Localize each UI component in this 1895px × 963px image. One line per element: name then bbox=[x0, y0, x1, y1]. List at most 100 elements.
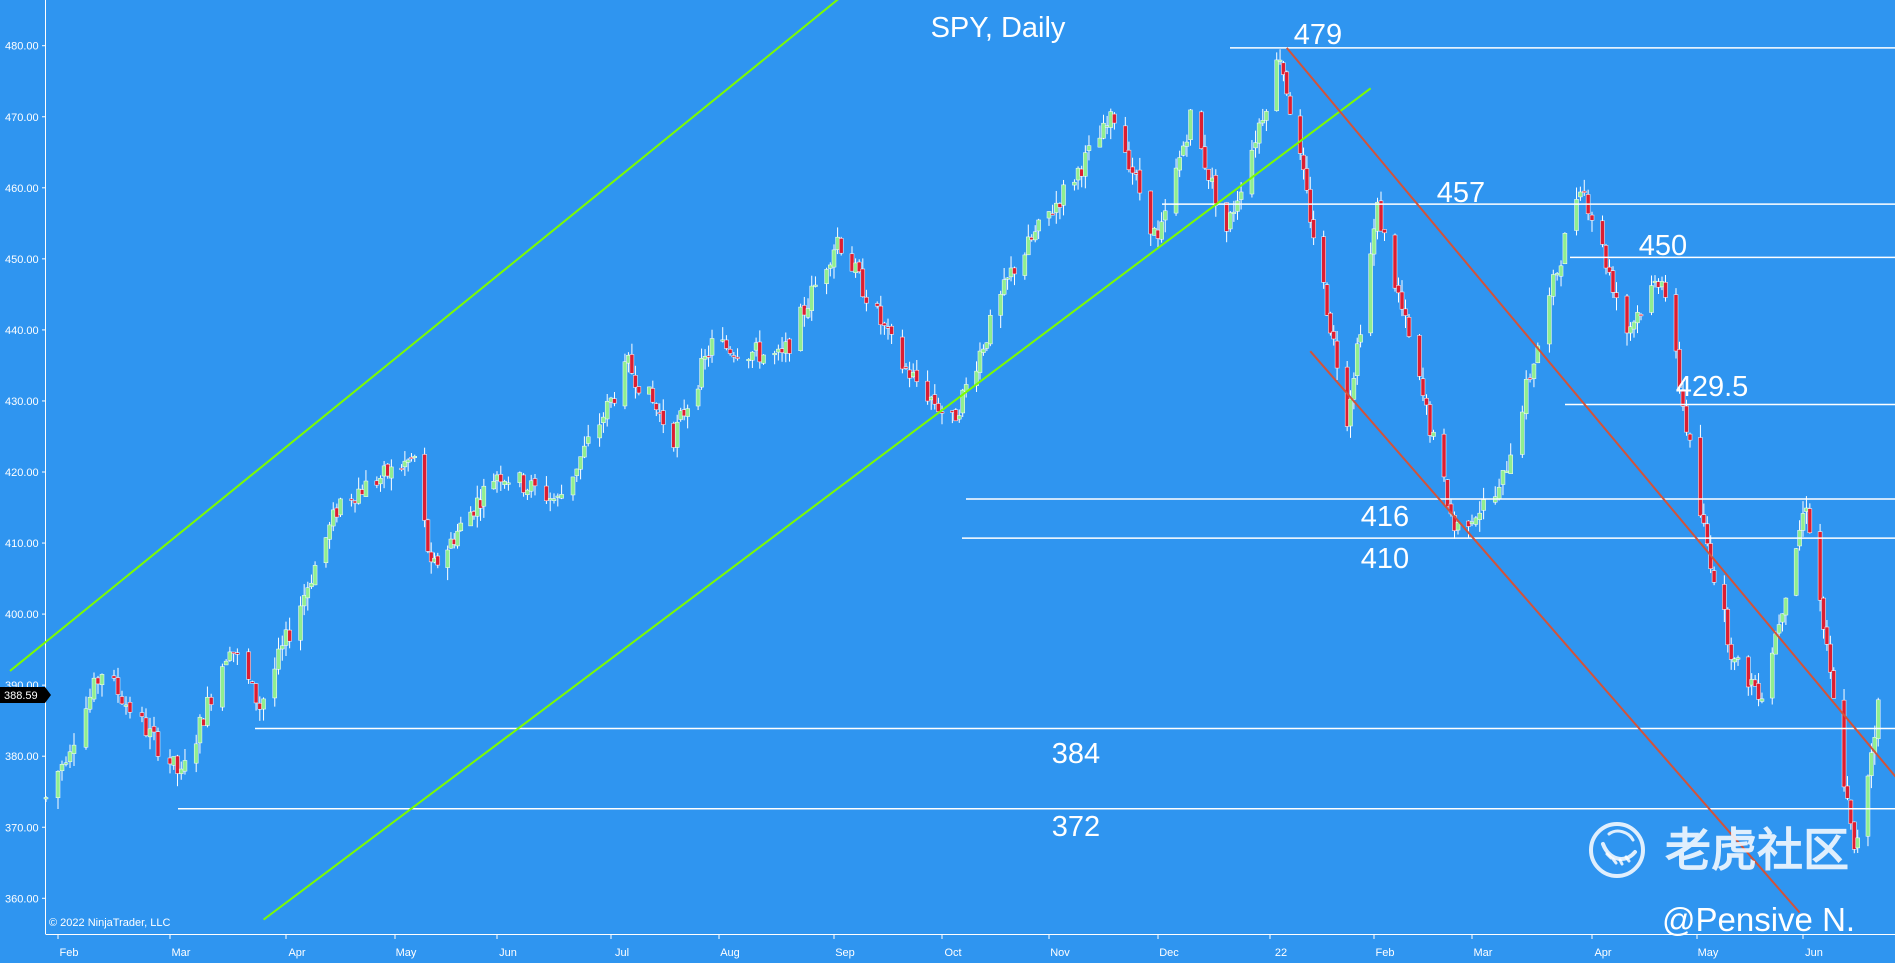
candle bbox=[727, 346, 733, 356]
candle bbox=[1301, 147, 1306, 180]
y-axis bbox=[45, 0, 1895, 935]
x-tick-label: Aug bbox=[720, 947, 740, 959]
candle bbox=[1607, 259, 1612, 276]
candle bbox=[1610, 266, 1616, 298]
candle bbox=[227, 646, 233, 662]
candle bbox=[1728, 637, 1734, 670]
candle bbox=[1378, 191, 1384, 232]
candle bbox=[998, 290, 1003, 329]
x-tick-label: Apr bbox=[1594, 947, 1611, 959]
candle bbox=[957, 409, 962, 423]
candle bbox=[1582, 179, 1587, 196]
candle bbox=[1677, 341, 1682, 394]
candle bbox=[1558, 260, 1564, 287]
y-tick-label: 460.00 bbox=[5, 183, 39, 195]
candle bbox=[506, 476, 511, 491]
candle bbox=[1406, 313, 1412, 338]
candle bbox=[115, 667, 121, 703]
x-tick-label: Apr bbox=[288, 947, 305, 959]
candle bbox=[151, 716, 157, 741]
candle bbox=[1005, 277, 1010, 290]
candle bbox=[1184, 134, 1190, 157]
candle bbox=[445, 545, 450, 581]
candle bbox=[330, 502, 336, 532]
candle bbox=[253, 683, 259, 711]
candle bbox=[338, 497, 343, 517]
candle bbox=[1277, 49, 1283, 65]
candle bbox=[1083, 145, 1088, 189]
candle bbox=[402, 451, 408, 476]
candle bbox=[1722, 575, 1727, 623]
candle bbox=[914, 359, 920, 387]
candle bbox=[378, 475, 383, 492]
candle bbox=[455, 523, 460, 549]
y-tick-label: 400.00 bbox=[5, 609, 39, 621]
candle bbox=[559, 484, 564, 500]
x-tick-label: Feb bbox=[1376, 947, 1395, 959]
candle bbox=[1624, 293, 1630, 346]
candle bbox=[1701, 503, 1707, 527]
candle bbox=[1631, 320, 1637, 338]
x-tick-label: Nov bbox=[1050, 947, 1070, 959]
candle bbox=[604, 393, 610, 427]
level-label-384: 384 bbox=[1052, 738, 1100, 770]
candle bbox=[1126, 141, 1132, 173]
candle bbox=[405, 458, 411, 472]
candle bbox=[287, 617, 292, 649]
candle bbox=[1776, 614, 1782, 638]
candle bbox=[574, 468, 580, 482]
candle bbox=[1523, 370, 1529, 420]
x-tick-label: Jun bbox=[1805, 947, 1823, 959]
candle bbox=[622, 353, 628, 410]
candle bbox=[175, 754, 180, 787]
candle bbox=[1112, 112, 1117, 130]
tiger-logo-icon bbox=[1589, 822, 1645, 878]
candle bbox=[1202, 134, 1208, 170]
candle bbox=[1331, 325, 1336, 346]
candle bbox=[1831, 667, 1837, 699]
candle bbox=[223, 659, 229, 666]
candle bbox=[582, 436, 587, 459]
candle bbox=[305, 581, 311, 611]
candle bbox=[1663, 275, 1668, 302]
candle bbox=[1321, 230, 1326, 289]
candle bbox=[1396, 277, 1401, 303]
candle bbox=[1061, 179, 1066, 216]
candle bbox=[1445, 479, 1450, 508]
candle bbox=[1427, 401, 1433, 443]
level-label-479: 479 bbox=[1294, 19, 1342, 51]
candle bbox=[301, 584, 307, 616]
candle bbox=[412, 454, 417, 463]
candle bbox=[1614, 282, 1619, 311]
candle bbox=[706, 345, 711, 367]
candle bbox=[984, 342, 990, 352]
candle bbox=[585, 424, 591, 447]
y-tick-label: 410.00 bbox=[5, 538, 39, 550]
candle bbox=[735, 348, 740, 361]
candle bbox=[272, 657, 278, 707]
candle bbox=[724, 335, 729, 351]
candle bbox=[1562, 232, 1568, 265]
candle bbox=[99, 673, 105, 697]
candle bbox=[699, 348, 704, 390]
candle bbox=[1297, 109, 1303, 160]
candle bbox=[805, 298, 811, 320]
x-tick-label: May bbox=[396, 947, 417, 959]
candle bbox=[1845, 776, 1850, 801]
candle bbox=[1256, 118, 1262, 154]
candle bbox=[147, 717, 153, 750]
candle bbox=[695, 384, 701, 411]
candle bbox=[1769, 647, 1775, 705]
watermark: 老虎社区 bbox=[1589, 822, 1849, 878]
candle bbox=[709, 329, 715, 363]
candle bbox=[525, 488, 530, 501]
candle bbox=[298, 596, 303, 651]
candle bbox=[1869, 743, 1874, 789]
y-tick-label: 380.00 bbox=[5, 751, 39, 763]
candle bbox=[1705, 516, 1710, 547]
candle bbox=[1783, 597, 1789, 625]
candle bbox=[612, 392, 617, 407]
candle bbox=[1687, 432, 1693, 448]
candle bbox=[276, 637, 281, 675]
